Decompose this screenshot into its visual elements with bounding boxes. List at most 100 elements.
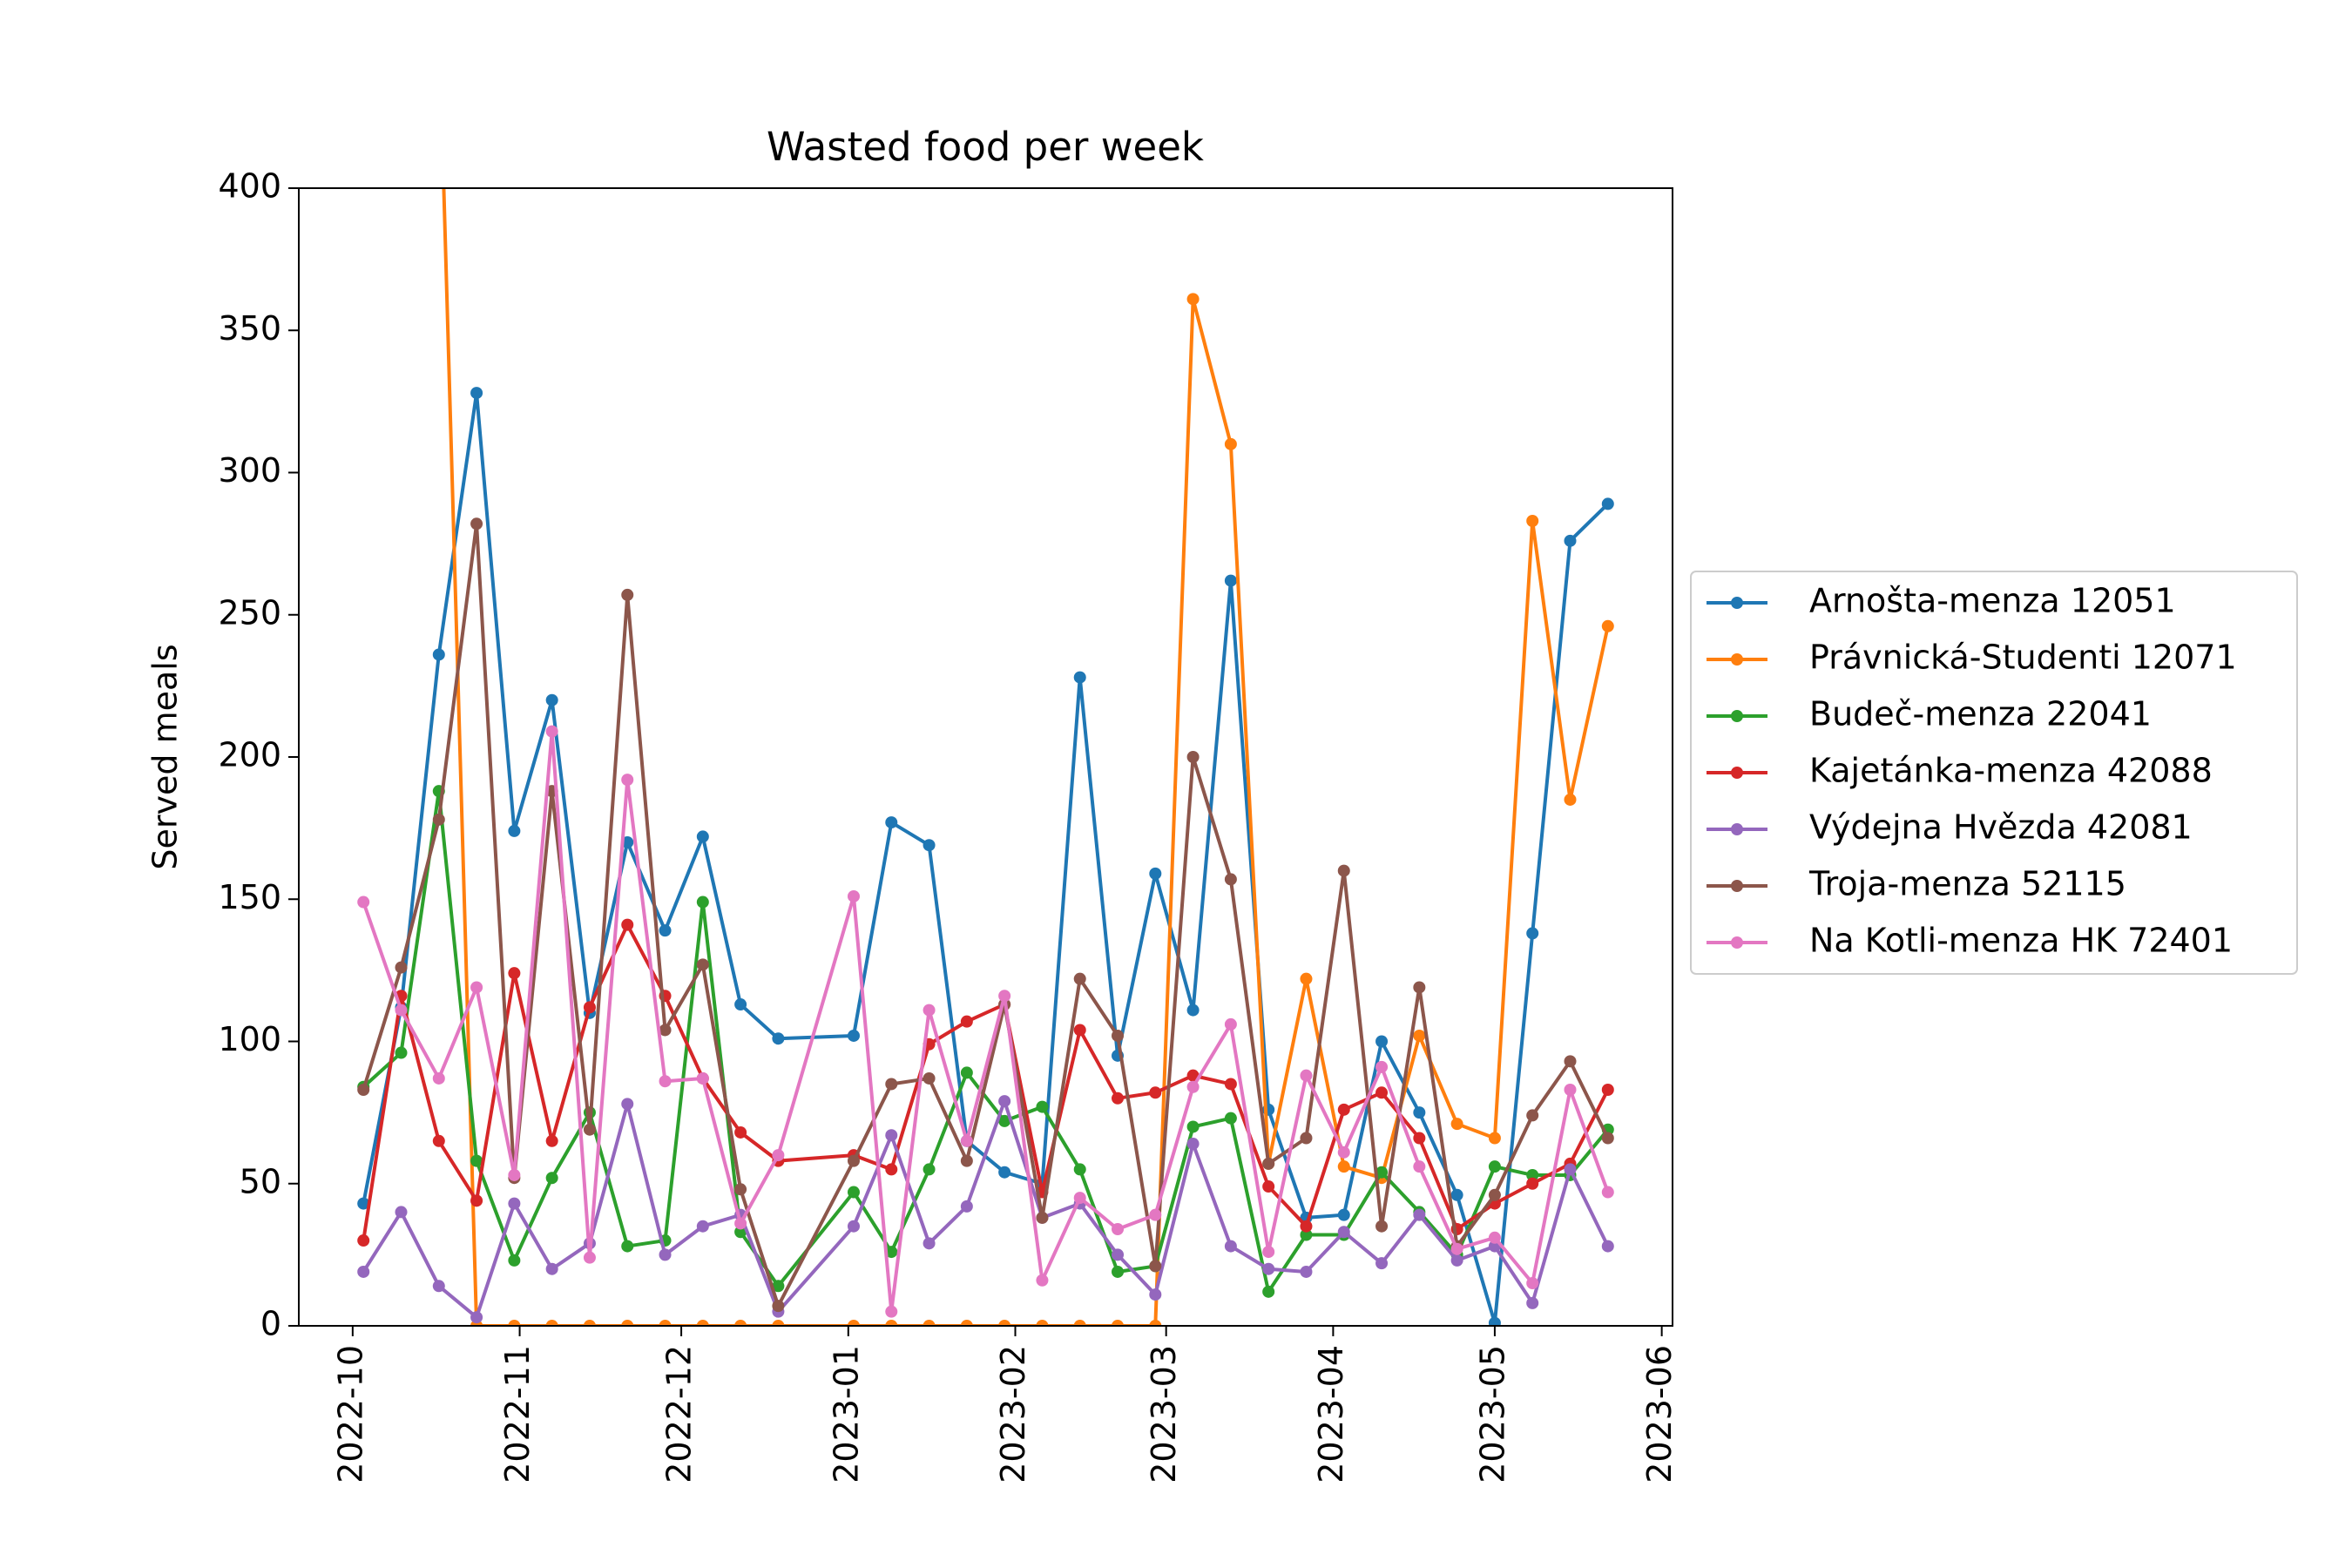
data-point [1112,1320,1125,1326]
data-point [1112,1222,1125,1235]
data-point [1488,1188,1501,1201]
data-point [923,839,936,852]
data-point [1526,515,1539,528]
data-point [1224,574,1237,587]
data-point [696,958,709,971]
legend-marker [1731,767,1743,779]
data-point [1149,1320,1162,1326]
x-tick-label: 2023-06 [1640,1345,1679,1484]
data-point [1413,981,1426,994]
data-point [1186,1004,1200,1017]
data-point [659,1248,672,1261]
y-tick-label: 350 [218,309,281,348]
data-point [1036,1320,1049,1326]
data-point [583,1123,596,1136]
data-point [1073,1320,1086,1326]
y-tick-label: 0 [260,1305,281,1343]
y-axis-label: Served meals [146,644,185,869]
data-point [1262,1285,1275,1298]
y-tick-label: 100 [218,1020,281,1058]
data-point [1601,497,1614,510]
data-point [998,1320,1011,1326]
data-point [734,1226,747,1239]
data-point [772,1149,785,1162]
x-tick-label: 2022-11 [498,1345,537,1484]
x-tick-label: 2023-05 [1473,1345,1511,1484]
data-point [847,889,860,902]
legend-marker [1731,597,1743,609]
data-point [659,1075,672,1088]
data-point [508,967,521,980]
data-point [545,1262,558,1275]
data-point [1337,1146,1350,1159]
data-point [960,1015,973,1028]
data-point [923,1163,936,1176]
data-point [1375,1166,1389,1179]
legend: Arnošta-menza 12051 Právnická-Studenti 12… [1690,571,2298,975]
data-point [470,387,483,400]
y-tick-label: 250 [218,593,281,632]
legend-marker [1731,653,1743,666]
data-point [885,1246,898,1259]
data-point [1488,1316,1501,1326]
data-point [1073,1192,1086,1205]
data-point [1526,1109,1539,1122]
data-point [1224,873,1237,886]
data-point [357,896,370,909]
data-point [1564,793,1577,806]
data-point [998,990,1011,1003]
data-point [1036,1100,1049,1113]
data-point [960,1134,973,1147]
data-point [395,961,408,974]
data-point [1112,1265,1125,1278]
legend-marker [1731,823,1743,835]
data-point [734,1217,747,1230]
data-point [772,1320,785,1326]
data-point [1036,1211,1049,1224]
data-point [1337,1160,1350,1173]
data-point [1073,1163,1086,1176]
data-point [1601,1132,1614,1145]
data-point [1375,1220,1389,1233]
data-point [696,1320,709,1326]
data-point [659,924,672,937]
y-tick-label: 150 [218,878,281,916]
data-point [1375,1060,1389,1073]
data-point [960,1320,973,1326]
data-point [395,1004,408,1017]
data-point [395,1206,408,1219]
data-point [1601,619,1614,632]
data-point [960,1154,973,1167]
data-point [960,1200,973,1213]
data-point [508,1168,521,1181]
data-point [545,693,558,706]
data-point [545,725,558,738]
data-point [1149,1086,1162,1099]
data-point [1224,1240,1237,1253]
data-point [1526,1168,1539,1181]
data-point [470,1194,483,1207]
data-point [772,1300,785,1313]
data-point [1564,1084,1577,1097]
data-point [470,1311,483,1324]
data-point [1601,1186,1614,1199]
data-point [847,1220,860,1233]
data-point [1413,1132,1426,1145]
data-point [1300,1220,1313,1233]
data-point [508,824,521,837]
data-point [1564,1163,1577,1176]
data-point [1186,1138,1200,1151]
data-point [1149,1260,1162,1273]
data-point [545,1320,558,1326]
data-point [1375,1035,1389,1048]
legend-marker [1731,936,1743,949]
data-point [433,11,445,24]
data-point [621,1098,634,1111]
data-point [1036,1274,1049,1287]
data-point [1112,1029,1125,1042]
legend-marker [1731,880,1743,892]
data-point [1450,1254,1463,1267]
data-point [885,1129,898,1142]
y-tick-label: 200 [218,736,281,774]
legend-label: Výdejna Hvězda 42081 [1809,808,2193,847]
